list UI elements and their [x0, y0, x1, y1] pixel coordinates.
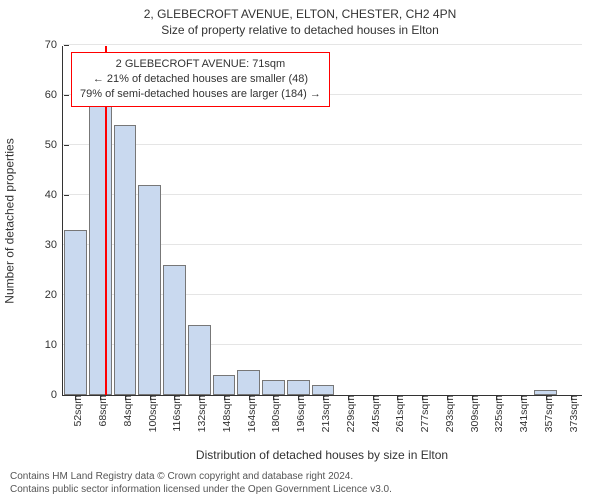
histogram-bar [89, 105, 112, 395]
x-tick-label: 164sqm [240, 395, 258, 432]
chart-title-1: 2, GLEBECROFT AVENUE, ELTON, CHESTER, CH… [0, 6, 600, 22]
x-tick-label: 68sqm [91, 395, 109, 427]
x-tick-label: 325sqm [487, 395, 505, 432]
x-tick-label: 196sqm [289, 395, 307, 432]
histogram-bar [312, 385, 335, 395]
annotation-line: ← 21% of detached houses are smaller (48… [80, 72, 321, 87]
chart-title-2: Size of property relative to detached ho… [0, 22, 600, 38]
y-tick-label: 10 [45, 339, 63, 351]
footer-line-1: Contains HM Land Registry data © Crown c… [10, 470, 590, 483]
annotation-line: 2 GLEBECROFT AVENUE: 71sqm [80, 57, 321, 72]
chart-titles: 2, GLEBECROFT AVENUE, ELTON, CHESTER, CH… [0, 0, 600, 38]
x-tick-label: 148sqm [215, 395, 233, 432]
y-tick-label: 50 [45, 139, 63, 151]
histogram-bar [237, 370, 260, 395]
y-tick-label: 70 [45, 39, 63, 51]
histogram-bar [287, 380, 310, 395]
y-tick-label: 30 [45, 239, 63, 251]
grid-line [63, 144, 582, 145]
plot-area: 01020304050607052sqm68sqm84sqm100sqm116s… [62, 46, 582, 396]
y-tick-label: 40 [45, 189, 63, 201]
x-tick-label: 116sqm [165, 395, 183, 432]
annotation-box: 2 GLEBECROFT AVENUE: 71sqm← 21% of detac… [71, 52, 330, 107]
histogram-bar [64, 230, 87, 395]
x-tick-label: 277sqm [413, 395, 431, 432]
histogram-bar [163, 265, 186, 395]
histogram-bar [262, 380, 285, 395]
x-tick-label: 229sqm [339, 395, 357, 432]
grid-line [63, 44, 582, 45]
x-tick-label: 261sqm [388, 395, 406, 432]
x-tick-label: 100sqm [141, 395, 159, 432]
x-tick-label: 52sqm [66, 395, 84, 427]
x-tick-label: 373sqm [562, 395, 580, 432]
x-tick-label: 180sqm [264, 395, 282, 432]
y-tick-label: 60 [45, 89, 63, 101]
y-tick-label: 20 [45, 289, 63, 301]
histogram-bar [213, 375, 236, 395]
x-tick-label: 309sqm [463, 395, 481, 432]
x-tick-label: 132sqm [190, 395, 208, 432]
x-tick-label: 245sqm [364, 395, 382, 432]
x-tick-label: 341sqm [512, 395, 530, 432]
histogram-bar [114, 125, 137, 395]
histogram-bar [188, 325, 211, 395]
x-tick-label: 84sqm [116, 395, 134, 427]
x-tick-label: 213sqm [314, 395, 332, 432]
chart-container: 2, GLEBECROFT AVENUE, ELTON, CHESTER, CH… [0, 0, 600, 500]
footer-line-2: Contains public sector information licen… [10, 483, 590, 496]
y-axis-label: Number of detached properties [3, 138, 17, 303]
x-tick-label: 293sqm [438, 395, 456, 432]
annotation-line: 79% of semi-detached houses are larger (… [80, 87, 321, 102]
y-axis-label-wrap: Number of detached properties [0, 46, 20, 396]
x-axis-label: Distribution of detached houses by size … [62, 448, 582, 462]
histogram-bar [138, 185, 161, 395]
y-tick-label: 0 [51, 389, 63, 401]
chart-footer: Contains HM Land Registry data © Crown c… [10, 470, 590, 496]
x-tick-label: 357sqm [537, 395, 555, 432]
